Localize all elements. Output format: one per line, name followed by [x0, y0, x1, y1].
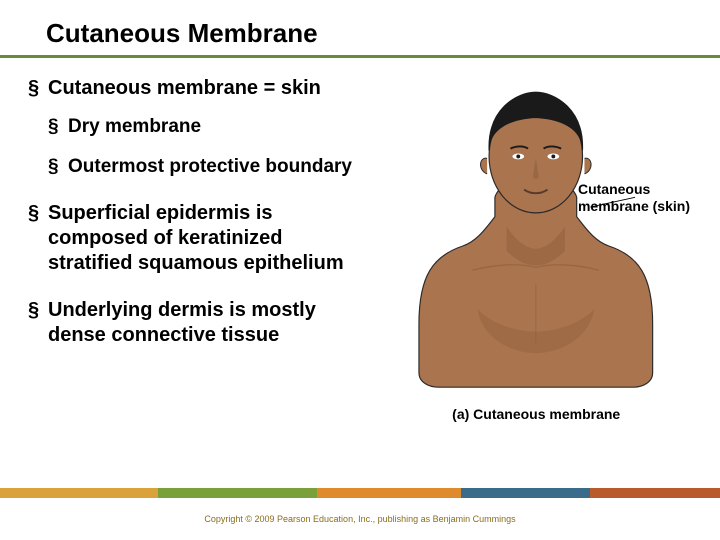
- callout-label: Cutaneous membrane (skin): [578, 181, 690, 215]
- sub-bullet-list: Dry membrane Outermost protective bounda…: [48, 115, 372, 179]
- text-column: Cutaneous membrane = skin Dry membrane O…: [28, 76, 372, 416]
- content-row: Cutaneous membrane = skin Dry membrane O…: [28, 76, 692, 416]
- bullet-list: Cutaneous membrane = skin Dry membrane O…: [28, 76, 372, 348]
- slide: Cutaneous Membrane Cutaneous membrane = …: [0, 0, 720, 540]
- bottom-band: [0, 488, 720, 498]
- sub-bullet-1b: Outermost protective boundary: [48, 155, 372, 179]
- slide-title: Cutaneous Membrane: [28, 18, 692, 49]
- copyright-text: Copyright © 2009 Pearson Education, Inc.…: [204, 514, 515, 524]
- band-seg-2: [158, 488, 316, 498]
- bullet-1-text: Cutaneous membrane = skin: [48, 77, 321, 99]
- bullet-3: Underlying dermis is mostly dense connec…: [28, 298, 372, 348]
- band-seg-3: [317, 488, 461, 498]
- bullet-2: Superficial epidermis is composed of ker…: [28, 201, 372, 276]
- copyright-bar: Copyright © 2009 Pearson Education, Inc.…: [0, 498, 720, 540]
- callout-line1: Cutaneous: [578, 181, 650, 197]
- bullet-1: Cutaneous membrane = skin Dry membrane O…: [28, 76, 372, 179]
- band-seg-4: [461, 488, 591, 498]
- band-seg-1: [0, 488, 158, 498]
- ear-right: [585, 158, 592, 174]
- figure-caption: (a) Cutaneous membrane: [452, 406, 620, 422]
- band-seg-5: [590, 488, 720, 498]
- sub-bullet-1a: Dry membrane: [48, 115, 372, 139]
- anatomy-svg: [380, 76, 692, 416]
- anatomy-figure: Cutaneous membrane (skin) (a) Cutaneous …: [380, 76, 692, 416]
- eye-right-pupil: [552, 154, 556, 158]
- figure-column: Cutaneous membrane (skin) (a) Cutaneous …: [380, 76, 692, 416]
- ear-left: [481, 158, 488, 174]
- callout-line2: membrane (skin): [578, 198, 690, 214]
- title-rule: [0, 55, 720, 58]
- eye-left-pupil: [517, 154, 521, 158]
